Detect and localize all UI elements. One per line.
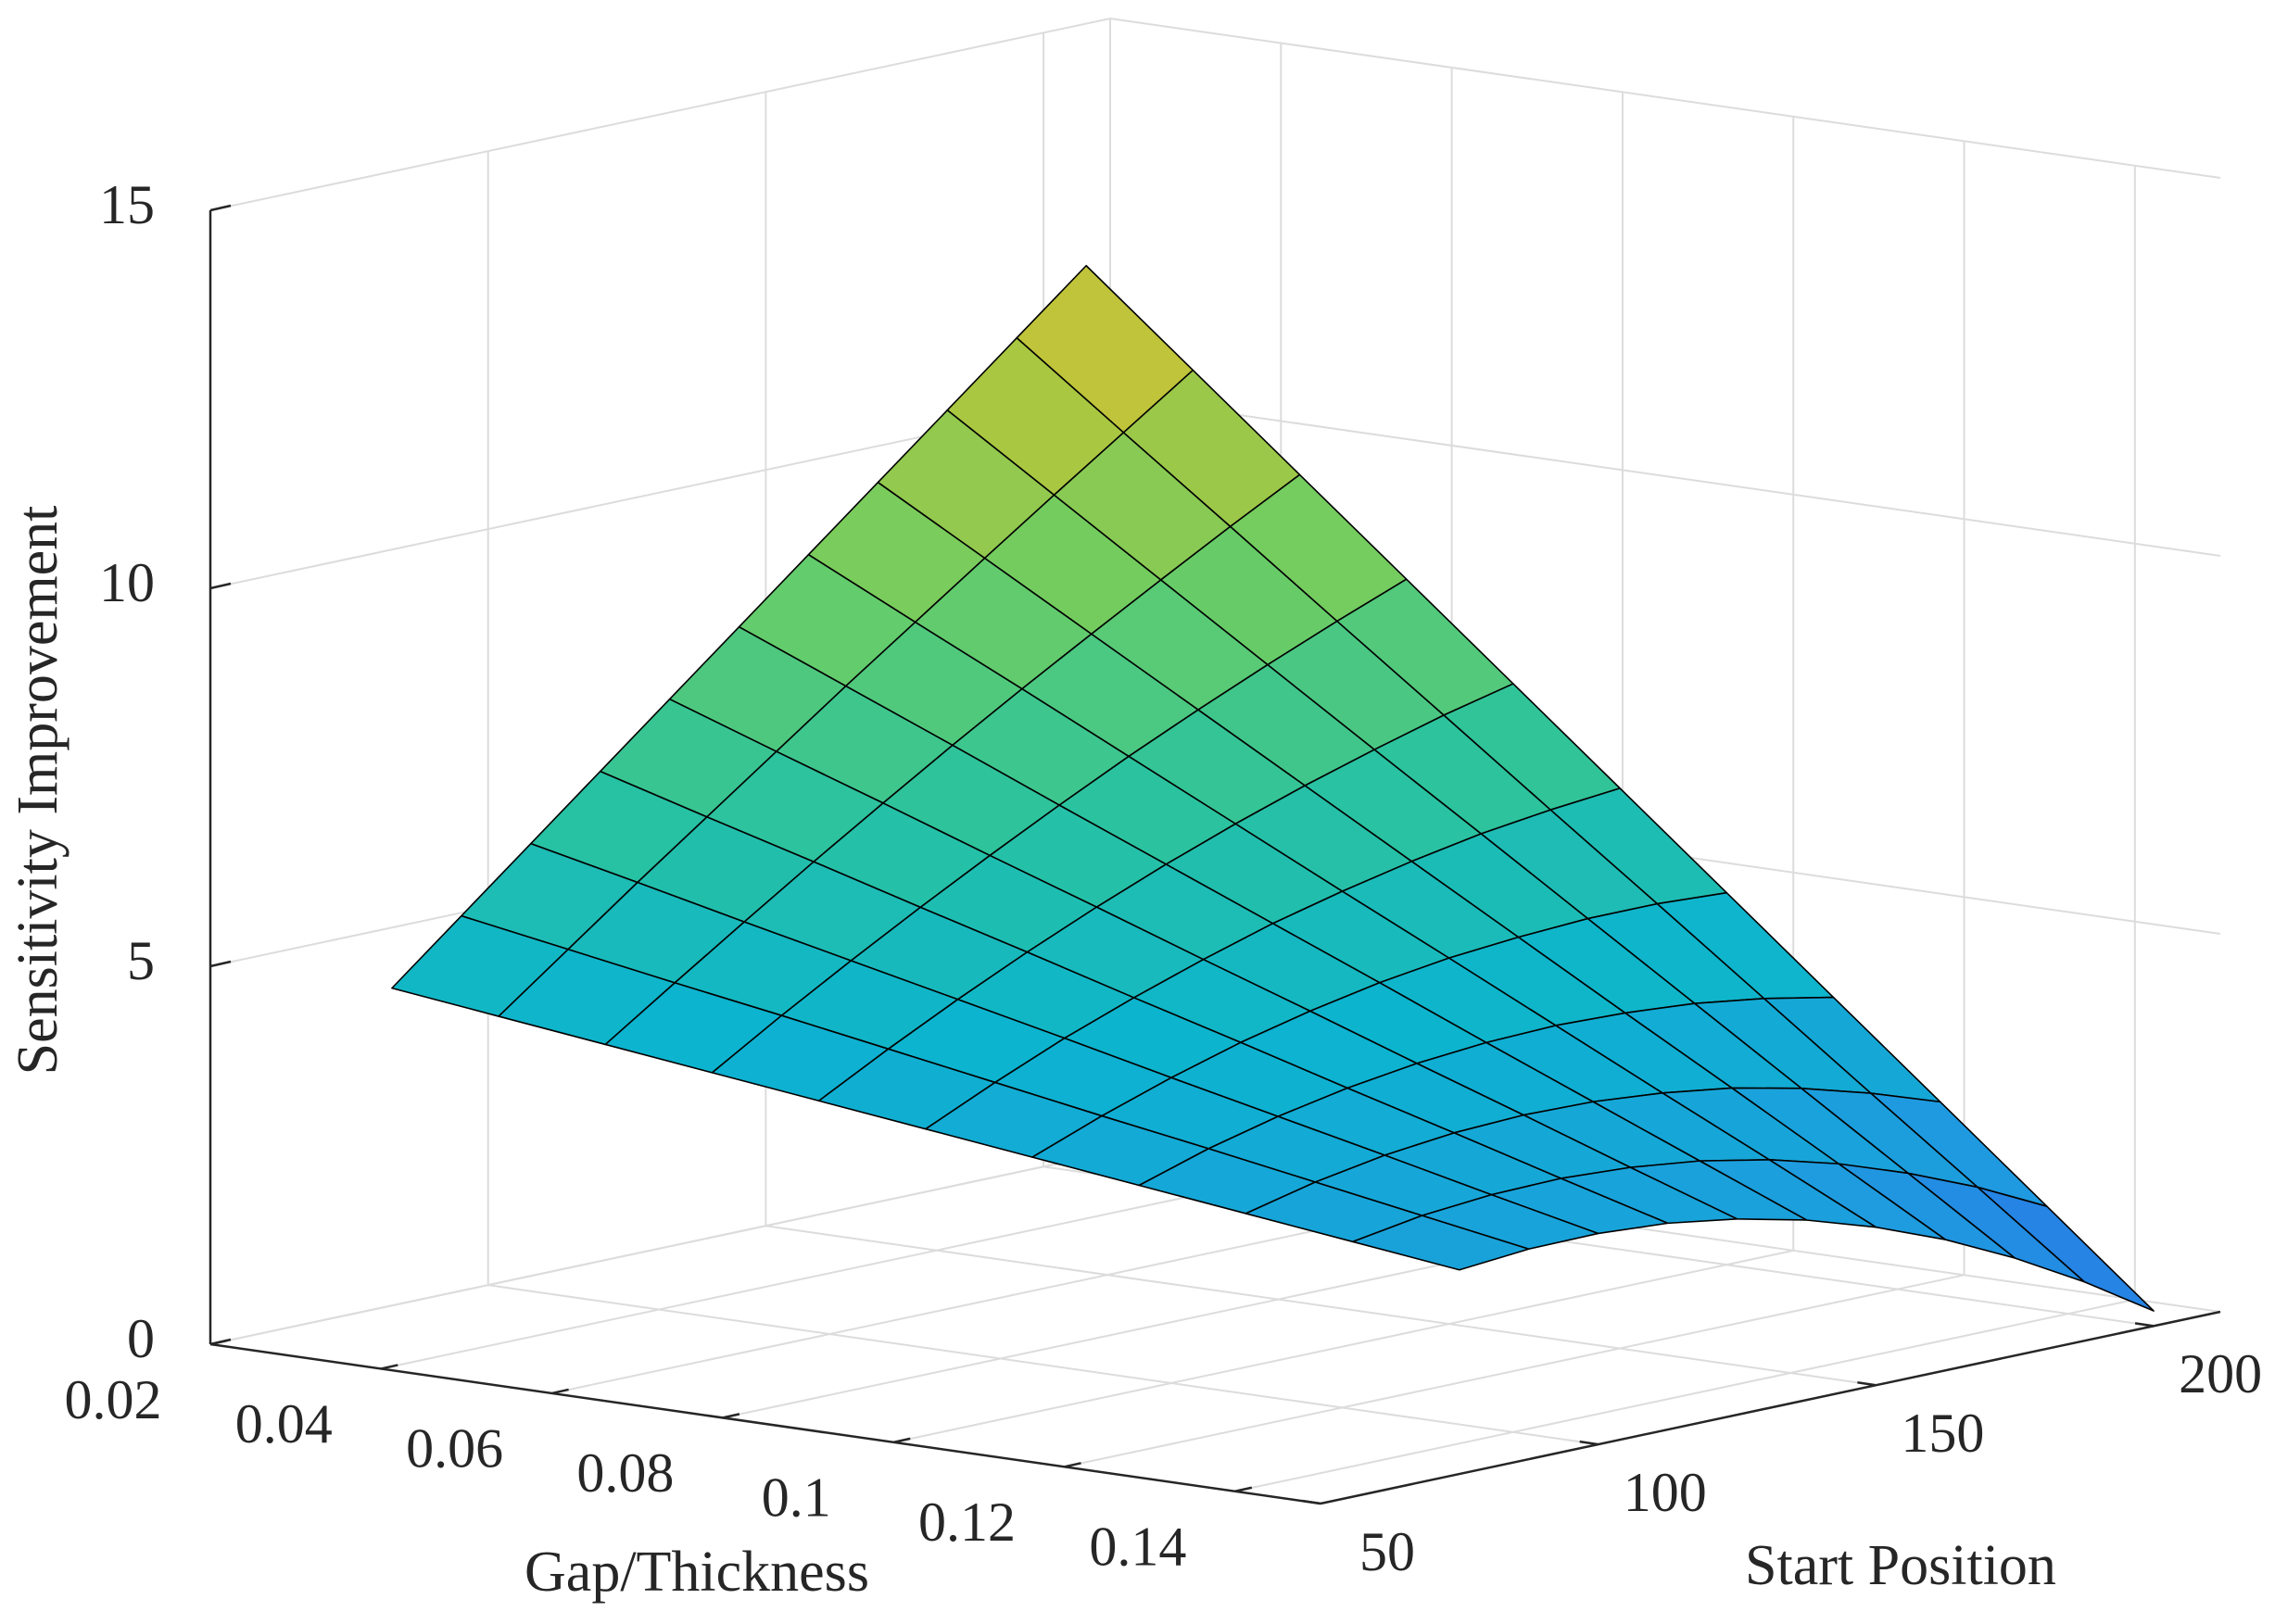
x-tick-label: 0.1 [762,1467,831,1529]
tick-mark [1579,1440,1599,1446]
z-tick-label: 5 [127,930,155,991]
x-tick-label: 0.14 [1089,1517,1186,1578]
y-tick-label: 150 [1901,1403,1984,1464]
grid-line [551,1200,1452,1394]
grid-line [209,1152,1111,1345]
grid-line [1109,18,2221,179]
tick-mark [209,1339,228,1346]
tick-mark [1857,1380,1877,1387]
y-tick-label: 100 [1624,1462,1707,1523]
tick-mark [209,204,232,212]
tick-mark [381,1364,398,1370]
tick-mark [1301,1499,1321,1505]
surface-face [1351,1215,1530,1271]
grid-line [1234,1298,2136,1492]
y-axis-title: Start Position [1745,1534,2056,1597]
x-axis [209,1342,1321,1505]
z-tick-label: 10 [99,552,155,613]
y-tick-label: 200 [2179,1343,2262,1404]
tick-mark [2134,1322,2155,1328]
x-tick-label: 0.12 [918,1492,1016,1553]
grid-line [209,18,1111,211]
tick-mark [892,1437,911,1444]
grid-line [487,1284,1599,1446]
x-axis-title: Gap/Thickness [525,1541,869,1604]
tick-mark [551,1388,569,1395]
y-axis [1320,1310,2221,1505]
tick-mark [209,960,232,968]
tick-mark [209,582,232,590]
grid-line [893,1249,1794,1443]
tick-mark [1234,1486,1253,1492]
grid-line [765,1225,1877,1387]
grid-line [381,1176,1282,1370]
tick-mark [1064,1462,1081,1468]
x-tick-label: 0.04 [235,1393,333,1454]
x-tick-label: 0.02 [65,1369,162,1430]
tick-mark [722,1413,740,1419]
z-tick-label: 0 [127,1308,155,1369]
grid-line [1064,1274,1965,1468]
z-tick-label: 15 [99,174,155,235]
x-tick-label: 0.06 [406,1418,503,1479]
x-tick-label: 0.08 [576,1442,674,1504]
grid-line [1109,396,2221,557]
z-axis-title: Sensitivity Improvement [6,506,70,1076]
y-tick-label: 50 [1359,1521,1415,1582]
